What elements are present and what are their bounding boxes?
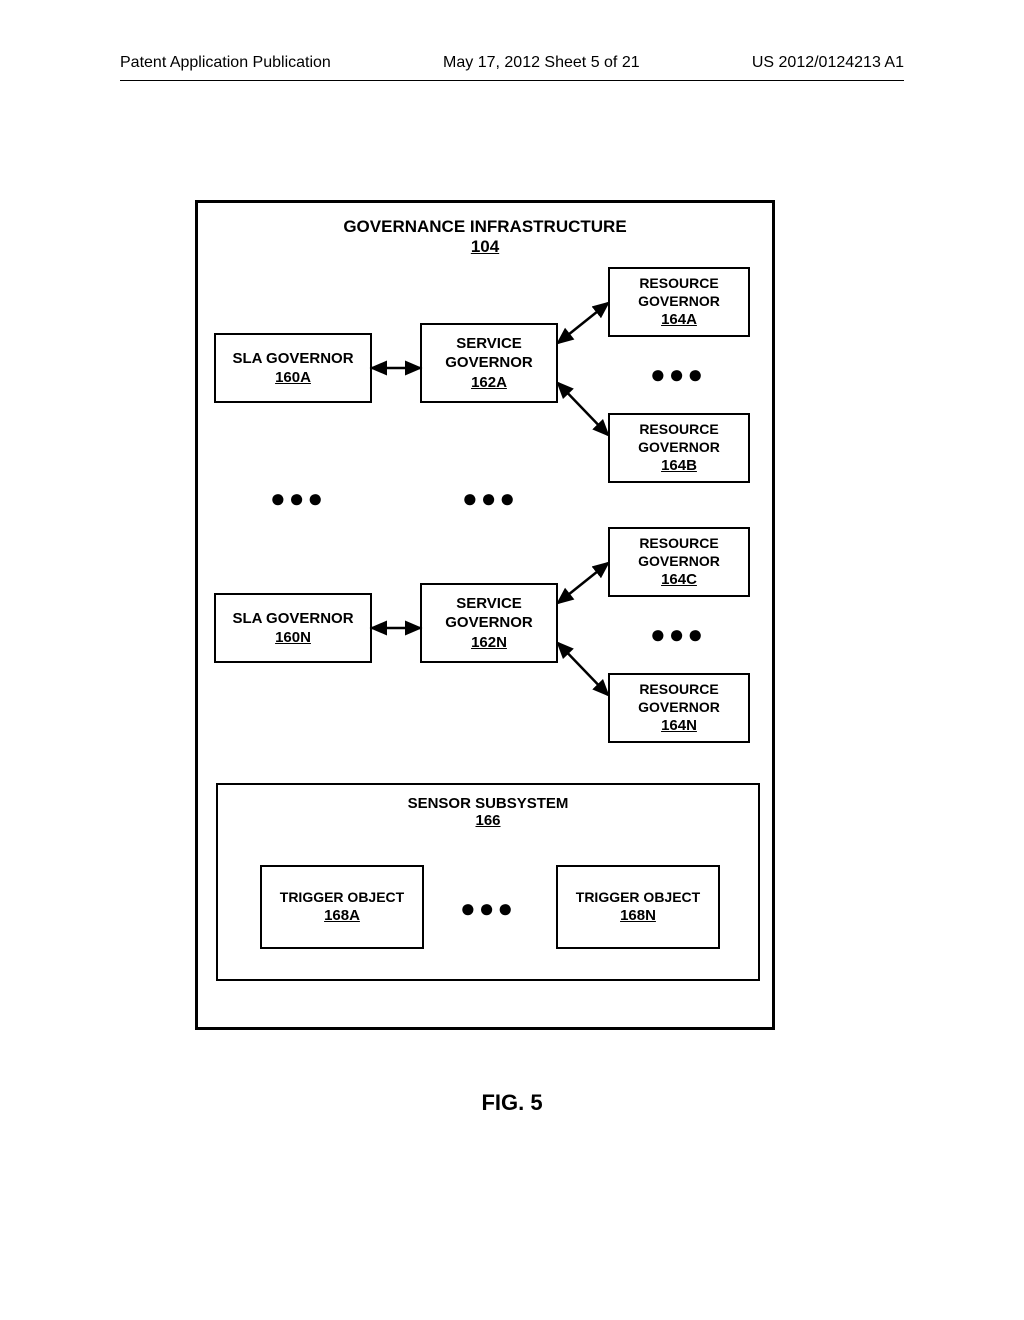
header-right: US 2012/0124213 A1 — [752, 54, 904, 72]
header-divider — [120, 80, 904, 81]
ellipsis-icon: ●●● — [460, 895, 516, 921]
header-left: Patent Application Publication — [120, 54, 331, 72]
trigger-n-label: TRIGGER OBJECT — [558, 888, 718, 906]
trigger-n-id: 168N — [558, 906, 718, 926]
trigger-a-id: 168A — [262, 906, 422, 926]
sensor-title-id: 166 — [218, 812, 758, 829]
connection-arrows — [198, 203, 778, 763]
header-center: May 17, 2012 Sheet 5 of 21 — [443, 54, 640, 72]
sensor-title: SENSOR SUBSYSTEM — [218, 795, 758, 812]
trigger-a-label: TRIGGER OBJECT — [262, 888, 422, 906]
figure-caption: FIG. 5 — [0, 1090, 1024, 1116]
sensor-subsystem-box: SENSOR SUBSYSTEM 166 TRIGGER OBJECT 168A… — [216, 783, 760, 981]
trigger-object-n: TRIGGER OBJECT 168N — [556, 865, 720, 949]
governance-infrastructure-box: GOVERNANCE INFRASTRUCTURE 104 SLA GOVERN… — [195, 200, 775, 1030]
trigger-object-a: TRIGGER OBJECT 168A — [260, 865, 424, 949]
page-header: Patent Application Publication May 17, 2… — [0, 0, 1024, 80]
